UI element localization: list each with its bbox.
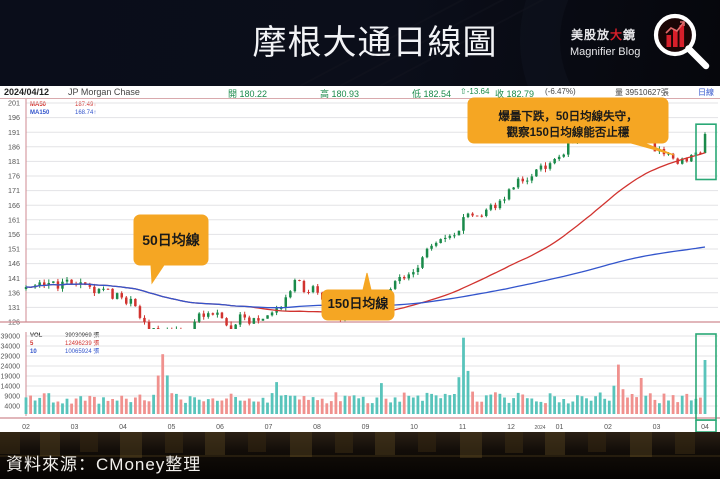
svg-text:156: 156 [8, 230, 20, 239]
svg-text:171: 171 [8, 186, 20, 195]
svg-text:04: 04 [119, 424, 127, 431]
svg-text:186: 186 [8, 142, 20, 151]
svg-text:50日均線: 50日均線 [142, 232, 200, 248]
svg-text:12: 12 [507, 424, 515, 431]
svg-text:181: 181 [8, 157, 20, 166]
svg-text:05: 05 [168, 424, 176, 431]
svg-text:146: 146 [8, 259, 20, 268]
svg-text:19000: 19000 [1, 374, 21, 381]
svg-text:04: 04 [701, 424, 709, 431]
svg-text:176: 176 [8, 172, 20, 181]
svg-text:151: 151 [8, 245, 20, 254]
svg-text:11: 11 [459, 424, 466, 431]
svg-text:4000: 4000 [4, 404, 20, 411]
svg-text:觀察150日均線能否止穩: 觀察150日均線能否止穩 [507, 125, 630, 139]
svg-text:29000: 29000 [1, 354, 21, 361]
svg-text:08: 08 [313, 424, 321, 431]
svg-text:02: 02 [22, 424, 30, 431]
svg-text:10: 10 [410, 424, 418, 431]
svg-text:196: 196 [8, 113, 20, 122]
svg-text:34000: 34000 [1, 344, 21, 351]
svg-text:2024: 2024 [534, 425, 545, 431]
svg-text:136: 136 [8, 288, 20, 297]
svg-text:166: 166 [8, 201, 20, 210]
svg-text:141: 141 [8, 274, 20, 283]
svg-text:03: 03 [653, 424, 661, 431]
svg-text:07: 07 [265, 424, 273, 431]
svg-text:161: 161 [8, 215, 20, 224]
svg-text:14000: 14000 [1, 384, 21, 391]
svg-text:191: 191 [8, 128, 20, 137]
svg-text:02: 02 [604, 424, 612, 431]
svg-text:150日均線: 150日均線 [328, 296, 390, 311]
svg-text:爆量下跌，50日均線失守，: 爆量下跌，50日均線失守， [498, 109, 637, 123]
svg-text:9000: 9000 [4, 394, 20, 401]
svg-text:01: 01 [556, 424, 564, 431]
svg-text:201: 201 [8, 99, 20, 108]
svg-text:24000: 24000 [1, 364, 21, 371]
svg-text:131: 131 [8, 303, 20, 312]
svg-text:09: 09 [362, 424, 370, 431]
svg-text:06: 06 [216, 424, 224, 431]
svg-text:03: 03 [71, 424, 79, 431]
svg-text:39000: 39000 [1, 334, 21, 341]
